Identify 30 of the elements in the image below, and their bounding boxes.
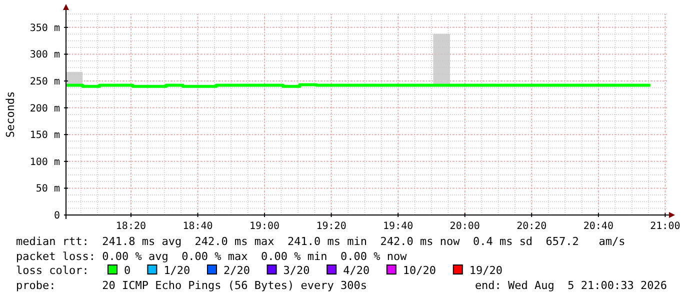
text: packet loss: 0.00 % avg 0.00 % max 0.00 % min 0.00 % now [16, 250, 408, 263]
legend-label: 19/20 [469, 264, 503, 277]
text: median rtt: 241.8 ms avg 242.0 ms max 241.0 ms min 242.0 ms now 0.4 ms sd 657.2 am/s [16, 235, 626, 248]
y-tick-label: 300 m [30, 50, 60, 61]
x-tick-label: 21:00 [650, 221, 680, 232]
x-tick-label: 20:20 [516, 221, 547, 232]
x-tick-label: 19:20 [316, 221, 346, 232]
x-tick-label: 20:40 [583, 221, 614, 232]
y-tick-label: 350 m [30, 22, 60, 34]
y-tick-label: 250 m [30, 76, 60, 88]
x-tick-label: 19:40 [383, 221, 414, 232]
y-tick-label: 50 m [36, 184, 60, 195]
x-tick-label: 18:40 [182, 221, 213, 232]
y-tick-label: 200 m [30, 103, 60, 114]
y-axis-title: Seconds [4, 91, 17, 138]
legend-title: loss color: [16, 264, 89, 277]
legend-label: 1/20 [164, 264, 190, 277]
x-tick-label: 20:00 [450, 221, 480, 232]
legend-label: 3/20 [283, 264, 310, 277]
legend-label: 10/20 [402, 264, 436, 277]
x-tick-label: 18:20 [116, 221, 146, 232]
legend-label: 2/20 [224, 264, 250, 277]
text: probe: 20 ICMP Echo Pings (56 Bytes) every 300s [16, 279, 367, 292]
y-tick-label: 150 m [30, 130, 60, 142]
y-tick-label: 100 m [30, 156, 60, 168]
text: end: Wed Aug 5 21:00:33 2026 [474, 279, 667, 292]
legend-label: 4/20 [343, 264, 370, 277]
legend-label: 0 [124, 264, 131, 277]
y-tick-label: 0 [54, 210, 60, 222]
x-tick-label: 19:00 [249, 221, 280, 232]
